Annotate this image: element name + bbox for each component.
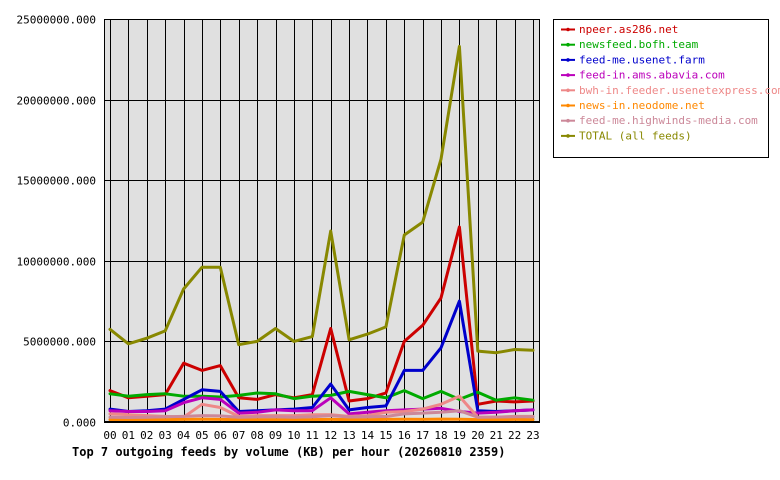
- y-tick-label: 20000000.000: [17, 95, 96, 108]
- legend-entry-label: feed-me.highwinds-media.com: [579, 114, 758, 127]
- x-tick-label: 21: [490, 429, 503, 442]
- x-tick-label: 05: [195, 429, 208, 442]
- x-tick-label: 23: [526, 429, 539, 442]
- legend-entry-label: newsfeed.bofh.team: [579, 38, 699, 51]
- x-tick-label: 09: [269, 429, 282, 442]
- x-tick-label: 20: [471, 429, 484, 442]
- x-tick-label: 04: [177, 429, 191, 442]
- y-tick-label: 5000000.000: [23, 336, 96, 349]
- y-axis-ticks: 0.000 5000000.000 10000000.000 15000000.000…: [17, 14, 96, 430]
- series-line-2: [108, 299, 535, 413]
- legend-marker: [566, 118, 570, 123]
- x-tick-label: 17: [416, 429, 429, 442]
- x-tick-label: 01: [122, 429, 135, 442]
- x-tick-label: 03: [159, 429, 172, 442]
- x-tick-label: 00: [103, 429, 116, 442]
- y-tick-label: 10000000.000: [17, 256, 96, 269]
- legend-entry-label: feed-me.usenet.farm: [579, 53, 705, 66]
- legend-marker: [566, 27, 570, 32]
- legend-entry-label: npeer.as286.net: [579, 23, 678, 36]
- legend-marker: [566, 134, 570, 138]
- x-tick-label: 02: [140, 429, 153, 442]
- series-line-7: [108, 44, 535, 355]
- legend-entry-label: bwh-in.feeder.usenetexpress.com: [579, 84, 780, 97]
- legend-marker: [566, 73, 570, 77]
- x-tick-label: 18: [434, 429, 447, 442]
- series-line-5: [108, 417, 535, 422]
- y-tick-label: 0.000: [63, 417, 96, 430]
- legend-marker: [566, 58, 570, 62]
- legend-entry-label: feed-in.ams.abavia.com: [579, 69, 725, 82]
- legend-box: [553, 19, 769, 158]
- x-tick-label: 19: [453, 429, 466, 442]
- plot-frame: [104, 19, 540, 422]
- x-tick-label: 13: [342, 429, 355, 442]
- x-axis-ticks: 00 01 02 03 04 05 06 07 08 09 10 11 12 13 14 15 16 17 18 19…: [103, 429, 539, 442]
- y-tick-label: 15000000.000: [17, 175, 96, 188]
- x-tick-label: 11: [306, 429, 319, 442]
- legend: npeer.as286.net newsfeed.bofh.team feed-me…: [553, 19, 780, 158]
- x-tick-label: 15: [379, 429, 392, 442]
- legend-marker: [566, 42, 570, 47]
- x-tick-label: 16: [398, 429, 411, 442]
- legend-entry-label: TOTAL (all feeds): [579, 129, 692, 142]
- series-line-6: [108, 409, 535, 419]
- x-tick-label: 10: [287, 429, 300, 442]
- y-tick-label: 25000000.000: [17, 14, 96, 27]
- x-tick-label: 07: [232, 429, 245, 442]
- legend-marker: [566, 103, 570, 108]
- x-tick-label: 22: [508, 429, 521, 442]
- x-tick-label: 06: [214, 429, 227, 442]
- x-tick-label: 12: [324, 429, 337, 442]
- chart-title: Top 7 outgoing feeds by volume (KB) per …: [72, 445, 505, 459]
- series-lines: [108, 44, 535, 422]
- legend-entry-label: news-in.neodome.net: [579, 99, 705, 112]
- legend-marker: [566, 88, 570, 93]
- series-line-0: [108, 225, 535, 406]
- x-tick-label: 14: [361, 429, 375, 442]
- x-tick-label: 08: [251, 429, 264, 442]
